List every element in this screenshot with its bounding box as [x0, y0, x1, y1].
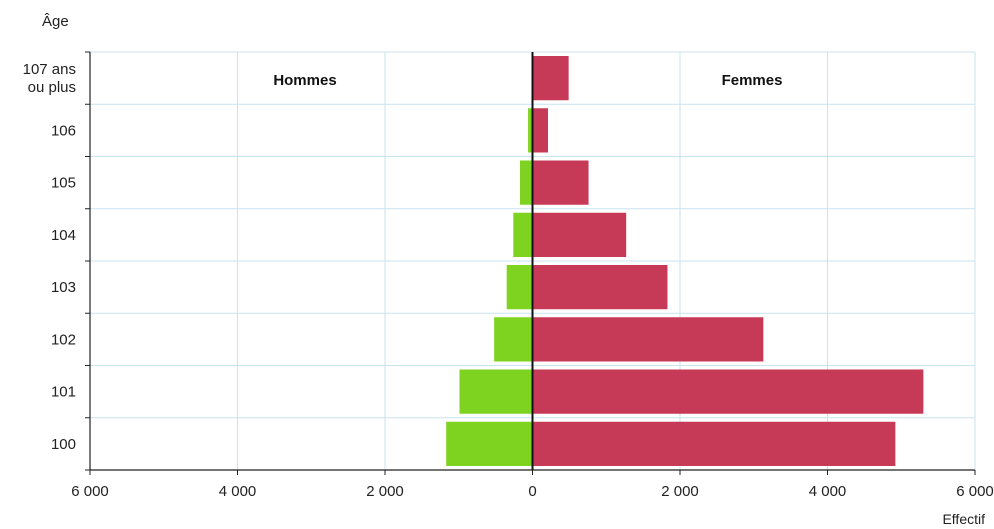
bar-hommes-2 [519, 160, 533, 205]
series-label-femmes: Femmes [722, 72, 783, 89]
y-tick-label-line: 107 ans [23, 61, 76, 78]
y-tick-label: 106 [51, 122, 76, 139]
bar-femmes-7 [532, 421, 896, 466]
bar-femmes-3 [532, 212, 627, 257]
y-tick-label-line: 100 [51, 436, 76, 453]
x-tick-label: 4 000 [219, 483, 257, 500]
x-tick-label: 6 000 [956, 483, 994, 500]
y-tick-label-line: 102 [51, 331, 76, 348]
bars [446, 56, 924, 466]
y-tick-label-line: 106 [51, 122, 76, 139]
bar-femmes-4 [532, 265, 668, 310]
y-tick-label: 107 ans ou plus [23, 61, 76, 96]
x-tick-label: 2 000 [661, 483, 699, 500]
x-tick-label: 6 000 [71, 483, 109, 500]
bar-hommes-7 [446, 421, 533, 466]
y-tick-label: 102 [51, 331, 76, 348]
bar-hommes-3 [513, 212, 533, 257]
y-axis-title: Âge [42, 13, 69, 30]
y-tick-label: 100 [51, 436, 76, 453]
bar-hommes-5 [494, 317, 533, 362]
y-tick-label-line: 105 [51, 175, 76, 192]
bar-femmes-5 [532, 317, 764, 362]
series-label-hommes: Hommes [273, 72, 336, 89]
bar-femmes-0 [532, 56, 569, 101]
bar-femmes-1 [532, 108, 548, 153]
y-tick-label: 105 [51, 175, 76, 192]
x-tick-label: 0 [528, 483, 536, 500]
x-tick-label: 4 000 [809, 483, 847, 500]
y-tick-label-line: 104 [51, 227, 76, 244]
bar-femmes-2 [532, 160, 589, 205]
y-tick-label-line: 103 [51, 279, 76, 296]
bar-hommes-6 [459, 369, 533, 414]
axes: 6 000 4 000 2 000 0 2 000 4 000 6 000 107 ans ou… [23, 51, 994, 500]
bar-hommes-1 [528, 108, 533, 153]
y-tick-label: 103 [51, 279, 76, 296]
labels: Âge Effectif Hommes Femmes [42, 13, 985, 527]
x-axis-title: Effectif [942, 511, 985, 527]
y-tick-label-line: ou plus [28, 79, 76, 96]
y-tick-label: 101 [51, 384, 76, 401]
bar-hommes-4 [506, 265, 533, 310]
y-tick-label: 104 [51, 227, 76, 244]
x-tick-label: 2 000 [366, 483, 404, 500]
y-tick-label-line: 101 [51, 384, 76, 401]
bar-femmes-6 [532, 369, 924, 414]
